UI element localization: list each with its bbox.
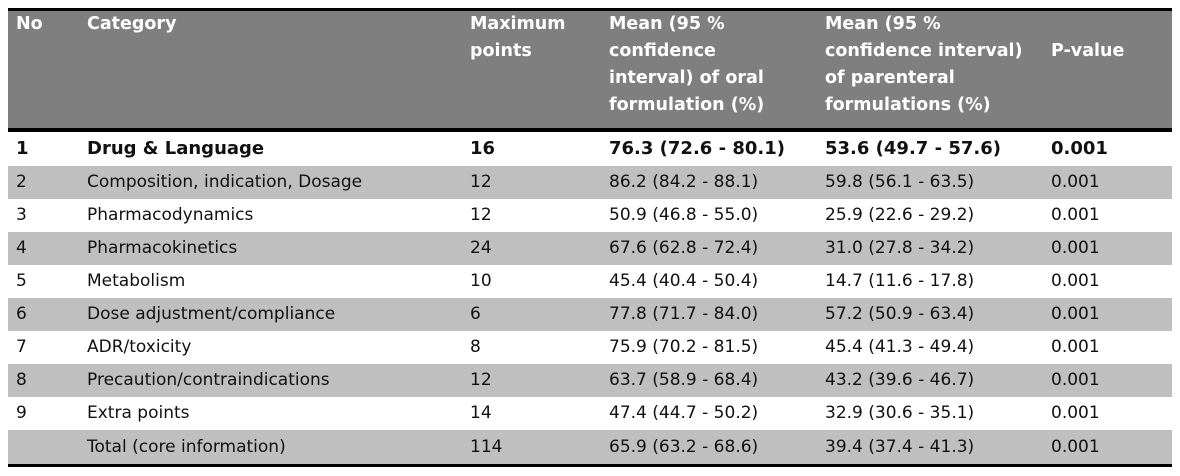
table-body: 1 Drug & Language 16 76.3 (72.6 - 80.1) … — [8, 130, 1172, 467]
cell-oral-mean: 47.4 (44.7 - 50.2) — [609, 403, 759, 423]
cell-p-value: 0.001 — [1051, 138, 1108, 159]
cell-parenteral-mean: 31.0 (27.8 - 34.2) — [825, 238, 975, 258]
cell-max-points: 8 — [470, 337, 481, 357]
cell-max-points: 14 — [470, 403, 492, 423]
cell-p-value: 0.001 — [1051, 370, 1100, 390]
cell-max-points: 6 — [470, 304, 481, 324]
cell-max-points: 16 — [470, 138, 496, 159]
cell-p-value: 0.001 — [1051, 205, 1100, 225]
cell-no: 4 — [16, 238, 27, 258]
cell-no: 8 — [16, 370, 27, 390]
cell-oral-mean: 77.8 (71.7 - 84.0) — [609, 304, 759, 324]
cell-parenteral-mean: 32.9 (30.6 - 35.1) — [825, 403, 975, 423]
header-row: No Category Maximum points Mean (95 % co… — [8, 8, 1172, 132]
cell-max-points: 12 — [470, 205, 492, 225]
cell-p-value: 0.001 — [1051, 238, 1100, 258]
cell-no: 3 — [16, 205, 27, 225]
cell-p-value: 0.001 — [1051, 172, 1100, 192]
header-parenteral-mean: Mean (95 % confidence interval) of paren… — [817, 8, 1043, 132]
cell-no: 1 — [16, 138, 29, 159]
header-category: Category — [79, 8, 462, 132]
cell-parenteral-mean: 14.7 (11.6 - 17.8) — [825, 271, 975, 291]
cell-parenteral-mean: 39.4 (37.4 - 41.3) — [817, 429, 1043, 467]
cell-p-value: 0.001 — [1051, 403, 1100, 423]
cell-category: Composition, indication, Dosage — [87, 172, 363, 192]
cell-category: ADR/toxicity — [87, 337, 192, 357]
cell-oral-mean: 65.9 (63.2 - 68.6) — [601, 429, 817, 467]
table-row-total: Total (core information) 114 65.9 (63.2 … — [8, 429, 1172, 467]
table-row: 4 Pharmacokinetics 24 67.6 (62.8 - 72.4)… — [8, 231, 1172, 265]
cell-no: 6 — [16, 304, 27, 324]
cell-oral-mean: 50.9 (46.8 - 55.0) — [609, 205, 759, 225]
cell-no: 7 — [16, 337, 27, 357]
cell-max-points: 114 — [462, 429, 601, 467]
cell-parenteral-mean: 59.8 (56.1 - 63.5) — [825, 172, 975, 192]
cell-max-points: 12 — [470, 172, 492, 192]
cell-no: 5 — [16, 271, 27, 291]
table-row: 2 Composition, indication, Dosage 12 86.… — [8, 165, 1172, 199]
cell-category: Metabolism — [87, 271, 186, 291]
table-row: 5 Metabolism 10 45.4 (40.4 - 50.4) 14.7 … — [8, 265, 1172, 298]
cell-category: Drug & Language — [87, 138, 265, 159]
header-p-value: P-value — [1043, 8, 1172, 132]
table-row: 8 Precaution/contraindications 12 63.7 (… — [8, 363, 1172, 397]
cell-oral-mean: 75.9 (70.2 - 81.5) — [609, 337, 759, 357]
cell-parenteral-mean: 53.6 (49.7 - 57.6) — [825, 138, 1001, 159]
cell-no: 2 — [16, 172, 27, 192]
cell-oral-mean: 86.2 (84.2 - 88.1) — [609, 172, 759, 192]
cell-category: Total (core information) — [79, 429, 462, 467]
cell-category: Dose adjustment/compliance — [87, 304, 336, 324]
cell-p-value: 0.001 — [1051, 304, 1100, 324]
results-table: No Category Maximum points Mean (95 % co… — [8, 8, 1172, 467]
cell-no — [8, 429, 79, 467]
cell-category: Pharmacodynamics — [87, 205, 254, 225]
table-row: 6 Dose adjustment/compliance 6 77.8 (71.… — [8, 297, 1172, 331]
cell-max-points: 12 — [470, 370, 492, 390]
cell-category: Precaution/contraindications — [87, 370, 330, 390]
cell-parenteral-mean: 45.4 (41.3 - 49.4) — [825, 337, 975, 357]
results-table-container: No Category Maximum points Mean (95 % co… — [8, 8, 1172, 467]
cell-max-points: 24 — [470, 238, 492, 258]
header-no: No — [8, 8, 79, 132]
cell-oral-mean: 76.3 (72.6 - 80.1) — [609, 138, 785, 159]
cell-oral-mean: 45.4 (40.4 - 50.4) — [609, 271, 759, 291]
cell-category: Pharmacokinetics — [87, 238, 238, 258]
cell-category: Extra points — [87, 403, 190, 423]
cell-p-value: 0.001 — [1051, 337, 1100, 357]
cell-p-value: 0.001 — [1043, 429, 1172, 467]
table-header: No Category Maximum points Mean (95 % co… — [8, 8, 1172, 132]
cell-oral-mean: 67.6 (62.8 - 72.4) — [609, 238, 759, 258]
table-row: 7 ADR/toxicity 8 75.9 (70.2 - 81.5) 45.4… — [8, 331, 1172, 364]
header-max-points: Maximum points — [462, 8, 601, 132]
table-row: 1 Drug & Language 16 76.3 (72.6 - 80.1) … — [8, 130, 1172, 166]
cell-oral-mean: 63.7 (58.9 - 68.4) — [609, 370, 759, 390]
cell-p-value: 0.001 — [1051, 271, 1100, 291]
table-row: 3 Pharmacodynamics 12 50.9 (46.8 - 55.0)… — [8, 199, 1172, 232]
header-oral-mean: Mean (95 % confidence interval) of oral … — [601, 8, 817, 132]
cell-parenteral-mean: 43.2 (39.6 - 46.7) — [825, 370, 975, 390]
cell-max-points: 10 — [470, 271, 492, 291]
table-row: 9 Extra points 14 47.4 (44.7 - 50.2) 32.… — [8, 397, 1172, 430]
cell-parenteral-mean: 57.2 (50.9 - 63.4) — [825, 304, 975, 324]
cell-parenteral-mean: 25.9 (22.6 - 29.2) — [825, 205, 975, 225]
cell-no: 9 — [16, 403, 27, 423]
